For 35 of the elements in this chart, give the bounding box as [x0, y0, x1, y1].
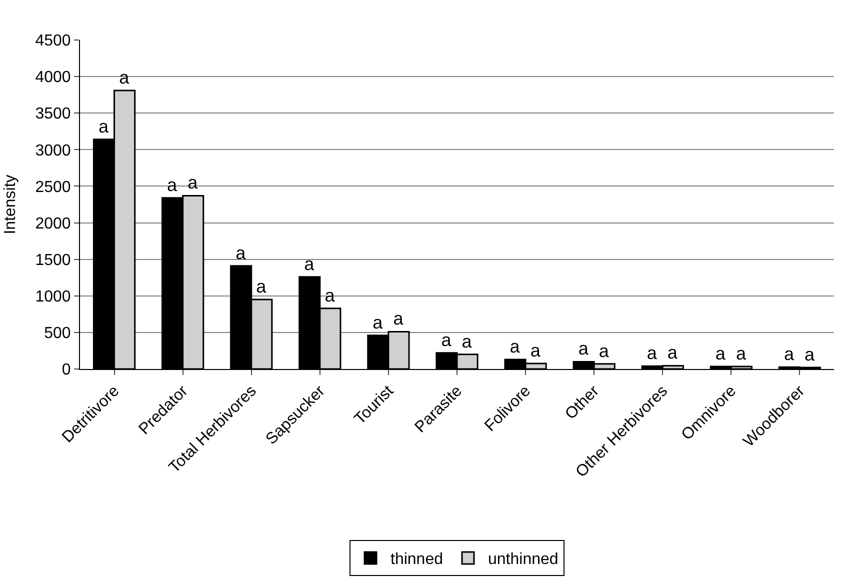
y-tick-label: 1000	[35, 288, 71, 306]
y-tick-label: 2000	[35, 215, 71, 232]
y-tick-label: 3000	[35, 142, 71, 160]
data-label: a	[598, 340, 610, 361]
data-label: a	[530, 340, 542, 361]
y-tick-label: 4000	[35, 69, 71, 86]
y-tick-label: 0	[62, 362, 71, 379]
data-label: a	[804, 344, 816, 365]
data-label: a	[393, 308, 404, 329]
y-tick-label: 500	[44, 325, 71, 342]
data-label: a	[784, 344, 795, 364]
data-label: a	[304, 254, 316, 274]
data-label: a	[441, 330, 452, 350]
legend-label: thinned	[390, 551, 443, 568]
data-label: a	[578, 338, 590, 359]
y-tick-label: 4500	[35, 32, 71, 50]
data-label: a	[324, 285, 336, 306]
y-tick-label: 3500	[35, 106, 71, 123]
data-label: a	[510, 336, 521, 356]
data-label: a	[667, 342, 678, 363]
data-label: a	[236, 242, 247, 263]
data-label: a	[98, 116, 110, 136]
data-label: a	[119, 67, 130, 88]
data-label: a	[736, 343, 747, 364]
data-label: a	[715, 343, 726, 364]
data-label: a	[372, 312, 384, 332]
legend-label: unthinned	[488, 551, 558, 568]
data-label: a	[462, 331, 473, 352]
data-label: a	[188, 172, 199, 193]
y-tick-label: 1500	[35, 252, 71, 269]
y-axis-title: Intensity	[2, 174, 20, 234]
y-tick-label: 2500	[35, 178, 71, 196]
data-label: a	[256, 276, 268, 297]
data-label: a	[167, 174, 178, 195]
data-label: a	[646, 343, 658, 364]
